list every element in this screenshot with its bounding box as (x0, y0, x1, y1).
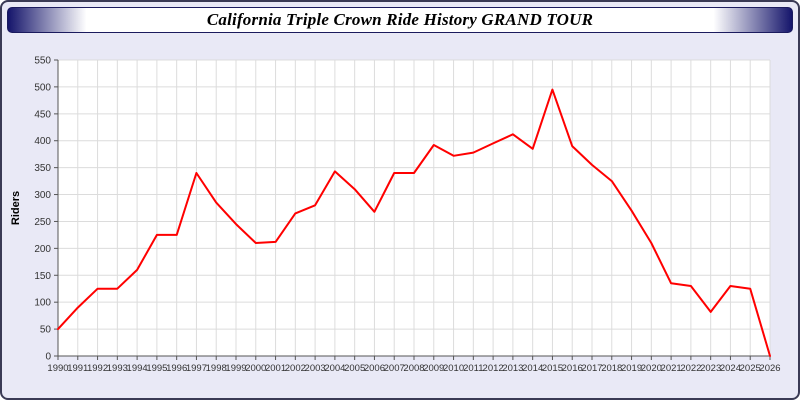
x-tick-label: 2025 (740, 363, 761, 374)
x-tick-label: 2017 (581, 363, 602, 374)
x-tick-label: 1997 (186, 363, 207, 374)
y-tick-label: 500 (34, 82, 51, 93)
x-tick-label: 2016 (562, 363, 583, 374)
y-tick-label: 150 (34, 271, 51, 282)
page-title: California Triple Crown Ride History GRA… (206, 10, 594, 29)
x-tick-label: 2001 (265, 363, 286, 374)
y-tick-label: 300 (34, 190, 51, 201)
x-tick-label: 2022 (680, 363, 701, 374)
x-tick-label: 2013 (502, 363, 523, 374)
y-tick-label: 250 (34, 217, 51, 228)
ride-history-line-chart: 0501001502002503003504004505005501990199… (10, 56, 781, 375)
y-tick-label: 0 (45, 352, 51, 363)
x-tick-label: 2024 (720, 363, 741, 374)
x-tick-label: 1993 (107, 363, 128, 374)
x-tick-label: 2005 (344, 363, 365, 374)
x-tick-label: 1998 (206, 363, 227, 374)
x-tick-label: 2004 (324, 363, 345, 374)
y-axis-title: Riders (10, 191, 22, 225)
x-tick-label: 2015 (542, 363, 563, 374)
x-tick-label: 2010 (443, 363, 464, 374)
x-tick-label: 2014 (522, 363, 543, 374)
x-tick-label: 2000 (245, 363, 266, 374)
x-tick-label: 2023 (700, 363, 721, 374)
y-tick-label: 50 (40, 325, 52, 336)
x-tick-label: 2012 (483, 363, 504, 374)
x-tick-label: 1999 (225, 363, 246, 374)
x-tick-label: 1990 (47, 363, 68, 374)
x-tick-label: 2006 (364, 363, 385, 374)
y-tick-label: 350 (34, 163, 51, 174)
x-tick-label: 2003 (305, 363, 326, 374)
x-tick-label: 1992 (87, 363, 108, 374)
x-tick-label: 2026 (759, 363, 780, 374)
x-tick-label: 2020 (641, 363, 662, 374)
x-tick-label: 2018 (601, 363, 622, 374)
x-tick-label: 2008 (403, 363, 424, 374)
x-tick-label: 2009 (423, 363, 444, 374)
x-tick-label: 2007 (384, 363, 405, 374)
y-tick-label: 550 (34, 56, 51, 67)
x-tick-label: 2011 (463, 363, 483, 374)
title-bar: California Triple Crown Ride History GRA… (7, 7, 793, 33)
y-tick-label: 200 (34, 244, 51, 255)
y-tick-label: 400 (34, 136, 51, 147)
chart: 0 50 100 150 200 250 300 350 400 450 500 550 1990 199… (6, 42, 798, 398)
y-tick-label: 100 (34, 298, 51, 309)
x-tick-label: 2002 (285, 363, 306, 374)
series-line-riders (57, 88, 771, 357)
x-tick-label: 1995 (146, 363, 167, 374)
x-tick-label: 1991 (67, 363, 88, 374)
x-tick-label: 1996 (166, 363, 187, 374)
y-tick-label: 450 (34, 109, 51, 120)
x-tick-label: 1994 (127, 363, 148, 374)
x-tick-label: 2021 (661, 363, 682, 374)
x-tick-label: 2019 (621, 363, 642, 374)
